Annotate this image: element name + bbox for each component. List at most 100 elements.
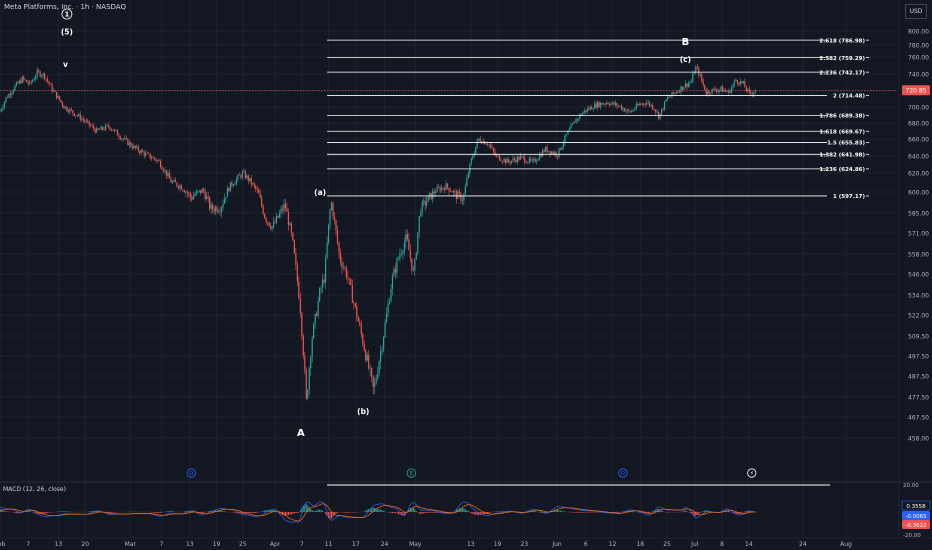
- macd-histogram-bar: [460, 508, 462, 512]
- candle-body: [124, 137, 126, 139]
- candle-body: [322, 279, 324, 288]
- candle-body: [577, 118, 579, 120]
- candle-body: [619, 105, 621, 107]
- candle-body: [371, 368, 373, 377]
- macd-histogram-bar: [109, 512, 111, 513]
- macd-histogram-bar: [467, 510, 469, 512]
- candle-body: [592, 108, 594, 110]
- candle-body: [127, 138, 129, 146]
- candle-body: [443, 188, 446, 191]
- candle-body: [455, 191, 458, 199]
- macd-histogram-bar: [735, 512, 737, 514]
- candle-body: [191, 197, 193, 200]
- candle-body: [446, 183, 449, 188]
- macd-histogram-bar: [490, 512, 492, 513]
- macd-histogram-bar: [585, 512, 587, 513]
- macd-histogram-bar: [631, 511, 633, 512]
- candle-body: [500, 160, 502, 162]
- macd-histogram-bar: [470, 512, 472, 514]
- macd-histogram-bar: [36, 512, 38, 514]
- event-marker-dividend[interactable]: [618, 468, 628, 478]
- candle-body: [534, 159, 536, 162]
- candle-body: [701, 74, 703, 81]
- currency-button[interactable]: USD: [905, 4, 927, 19]
- candle-body: [750, 92, 752, 94]
- macd-histogram-bar: [686, 511, 688, 512]
- candle-body: [519, 156, 521, 160]
- candle-body: [479, 138, 481, 142]
- candle-body: [125, 137, 127, 139]
- candle-body: [42, 73, 44, 76]
- macd-histogram-bar: [201, 512, 203, 514]
- event-marker-split[interactable]: [747, 468, 757, 478]
- candle-body: [173, 179, 175, 182]
- candle-body: [17, 82, 19, 84]
- candle-body: [277, 215, 279, 218]
- candle-body: [15, 82, 17, 86]
- candle-body: [448, 187, 450, 192]
- candle-body: [319, 288, 321, 302]
- candle-body: [543, 150, 545, 152]
- candle-body: [393, 269, 395, 277]
- macd-histogram-bar: [659, 509, 661, 512]
- candle-body: [354, 303, 356, 307]
- candle-body: [616, 103, 618, 107]
- candle-body: [485, 144, 487, 145]
- price-tick-label: 640.00: [908, 154, 929, 161]
- candle-body: [524, 157, 526, 163]
- macd-histogram-bar: [222, 511, 224, 512]
- candle-body: [418, 216, 420, 233]
- candle-body: [46, 78, 49, 82]
- candle-body: [90, 125, 92, 126]
- candle-body: [598, 102, 600, 108]
- price-tick-label: 760.00: [908, 55, 929, 62]
- candle-body: [656, 111, 658, 113]
- candle-body: [256, 188, 258, 190]
- macd-histogram-bar: [332, 512, 334, 517]
- candle-body: [681, 86, 684, 90]
- macd-histogram-bar: [246, 512, 248, 514]
- candle-body: [292, 232, 294, 241]
- candle-body: [707, 91, 709, 95]
- macd-histogram-bar: [244, 512, 246, 514]
- candle-body: [226, 188, 229, 198]
- candle-body: [206, 196, 208, 200]
- event-marker-dividend[interactable]: [186, 468, 196, 478]
- macd-histogram-bar: [377, 509, 379, 512]
- macd-histogram-bar: [424, 512, 426, 514]
- candle-body: [631, 110, 633, 113]
- candle-body: [573, 121, 575, 124]
- candle-body: [26, 80, 28, 83]
- macd-title[interactable]: MACD (12, 26, close): [3, 486, 66, 493]
- candle-body: [690, 81, 692, 83]
- candle-body: [122, 138, 124, 140]
- candle-body: [24, 79, 26, 81]
- candle-body: [295, 253, 297, 265]
- macd-histogram-bar: [336, 512, 338, 513]
- macd-histogram-bar: [473, 512, 475, 515]
- candle-body: [426, 201, 428, 206]
- candle-body: [229, 182, 232, 192]
- symbol-title[interactable]: Meta Platforms, Inc. · 1h · NASDAQ: [4, 3, 126, 11]
- macd-histogram-bar: [748, 510, 750, 512]
- candle-body: [585, 110, 587, 112]
- candle-body: [497, 155, 499, 156]
- time-tick-label: 18: [636, 541, 644, 548]
- candle-body: [417, 232, 419, 254]
- macd-histogram-bar: [475, 512, 477, 515]
- candle-body: [571, 123, 573, 126]
- candle-body: [252, 183, 254, 185]
- candle-body: [564, 135, 566, 143]
- event-marker-earnings[interactable]: [406, 468, 416, 478]
- candle-body: [170, 178, 172, 183]
- candle-body: [302, 335, 304, 356]
- candle-body: [103, 129, 105, 130]
- candle-body: [82, 118, 84, 121]
- candle-body: [216, 207, 218, 212]
- candle-body: [6, 97, 9, 98]
- candle-body: [623, 108, 626, 112]
- macd-histogram-bar: [292, 512, 294, 514]
- macd-histogram-bar: [662, 511, 664, 512]
